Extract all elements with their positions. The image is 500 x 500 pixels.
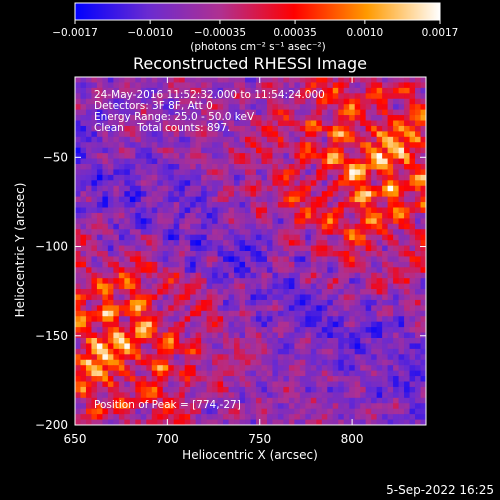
colorbar-tick-label: 0.0017 [422, 27, 459, 39]
y-tick-label: −50 [43, 150, 68, 164]
colorbar: −0.0017 −0.0010 −0.00035 0.00035 0.0010 0.001… [52, 2, 458, 53]
colorbar-frame [74, 2, 441, 21]
colorbar-tick-label: −0.0010 [127, 27, 173, 39]
x-tick-label: 800 [341, 432, 364, 446]
x-axis-ticks: 650 700 750 800 [64, 77, 364, 446]
colorbar-tick-label: −0.0017 [52, 27, 98, 39]
annotation-time-range: 24-May-2016 11:52:32.000 to 11:54:24.000 [94, 89, 325, 101]
y-tick-label: −200 [35, 418, 68, 432]
colorbar-units-label: (photons cm⁻² s⁻¹ asec⁻²) [190, 41, 325, 53]
colorbar-ticks: −0.0017 −0.0010 −0.00035 0.00035 0.0010 0.001… [52, 20, 458, 39]
heatmap-cells [75, 77, 427, 426]
annotation-peak-position: Position of Peak = [774,-27] [94, 399, 241, 411]
x-tick-label: 750 [248, 432, 271, 446]
colorbar-gradient [75, 3, 440, 20]
y-tick-label: −100 [35, 240, 68, 254]
annotation-counts: Clean Total counts: 897. [94, 122, 230, 134]
y-tick-label: −150 [35, 329, 68, 343]
annotation-detectors: Detectors: 3F 8F, Att 0 [94, 100, 213, 112]
y-axis-ticks: −50 −100 −150 −200 [35, 150, 426, 432]
chart-title: Reconstructed RHESSI Image [133, 54, 367, 73]
x-tick-label: 700 [156, 432, 179, 446]
plot-frame [74, 76, 427, 426]
colorbar-tick-label: 0.0010 [346, 27, 383, 39]
annotation-energy-range: Energy Range: 25.0 - 50.0 keV [94, 111, 255, 123]
y-axis-label: Heliocentric Y (arcsec) [13, 183, 27, 318]
footer-date: 5-Sep-2022 16:25 [386, 483, 494, 497]
colorbar-tick-label: −0.00035 [194, 27, 246, 39]
annotations: 24-May-2016 11:52:32.000 to 11:54:24.000… [94, 89, 325, 411]
x-tick-label: 650 [64, 432, 87, 446]
colorbar-tick-label: 0.00035 [273, 27, 316, 39]
x-axis-label: Heliocentric X (arcsec) [182, 448, 318, 462]
image-area [74, 76, 427, 426]
